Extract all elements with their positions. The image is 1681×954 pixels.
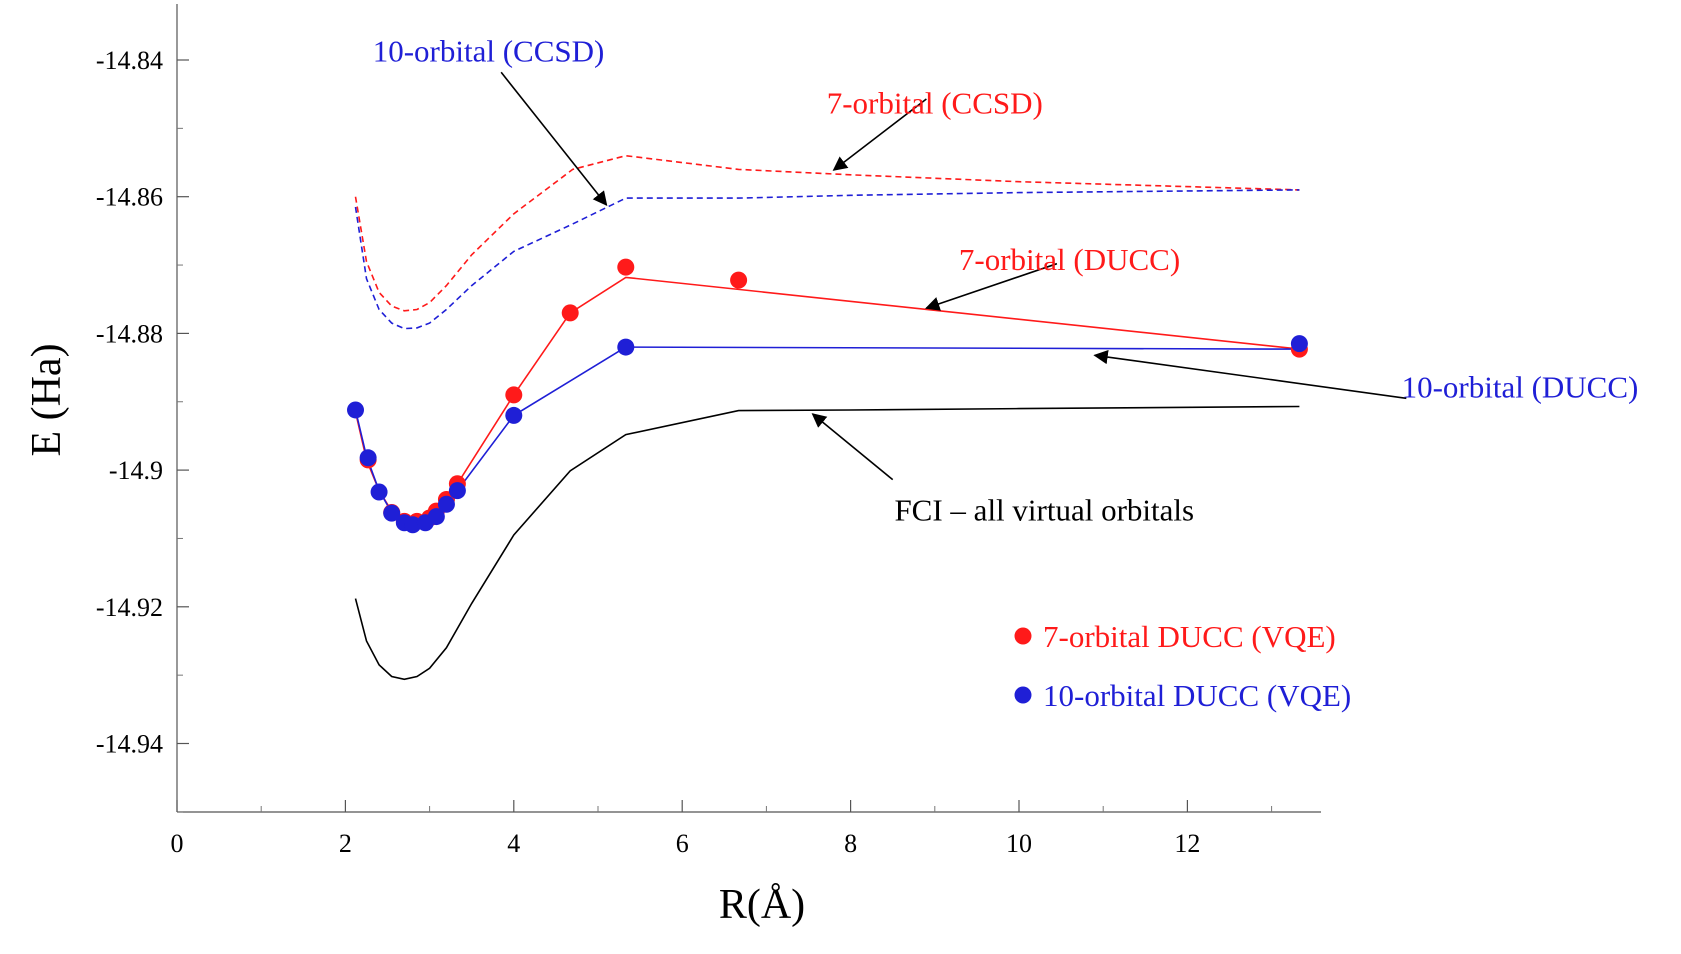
y-tick-label: -14.86 [96,183,163,212]
point-vqe10 [404,516,422,534]
x-tick-label: 2 [339,829,352,858]
arrow-a_ducc7 [925,262,1058,311]
x-tick-label: 0 [171,829,184,858]
line-ducc7 [354,276,1300,523]
annotation-a_ccsd10: 10-orbital (CCSD) [373,33,605,68]
arrow-a_ducc10 [1093,349,1407,400]
x-tick-label: 10 [1006,829,1032,858]
y-tick-label: -14.9 [109,456,163,485]
annotation-a_ccsd7: 7-orbital (CCSD) [827,85,1043,120]
y-tick-label: -14.84 [96,46,163,75]
line-ccsd10 [354,189,1300,330]
arrow-a_ccsd10 [500,71,608,207]
point-vqe10 [383,504,401,522]
y-axis-label: E (Ha) [24,343,70,456]
point-vqe7 [617,258,635,276]
annotations: 10-orbital (CCSD) 7-orbital (CCSD) 7-orbit… [373,33,1639,527]
annotation-a_fci: FCI – all virtual orbitals [894,493,1194,528]
legend-label-vqe7: 7-orbital DUCC (VQE) [1043,619,1336,654]
point-vqe10 [505,406,523,424]
point-vqe10 [617,338,635,356]
x-tick-label: 12 [1174,829,1200,858]
point-vqe10 [448,482,466,500]
annotation-a_ducc10: 10-orbital (DUCC) [1402,370,1639,405]
x-tick-label: 6 [676,829,689,858]
point-vqe10 [427,508,445,526]
point-vqe10 [359,449,377,467]
x-tick-label: 8 [844,829,857,858]
axes: -14.84 -14.86 -14.88 -14.9 -14.92 -14.94 0 2 4 6 8… [24,4,1321,928]
legend: 7-orbital DUCC (VQE) 10-orbital DUCC (VQE… [1014,619,1351,713]
line-ccsd7 [354,154,1300,312]
point-vqe10 [1290,335,1308,353]
point-vqe7 [561,304,579,322]
y-tick-label: -14.92 [96,593,163,622]
point-vqe10 [347,401,365,419]
y-tick-label: -14.94 [96,730,163,759]
point-vqe7 [505,386,523,404]
annotation-a_ducc7: 7-orbital (DUCC) [959,242,1180,277]
point-vqe10 [437,495,455,513]
series-layer [354,154,1300,681]
arrow-a_ccsd7 [832,98,927,171]
arrow-a_fci [811,413,894,481]
legend-marker-vqe7 [1014,627,1032,645]
point-vqe10 [370,483,388,501]
x-axis-label: R(Å) [719,882,805,928]
line-fci [354,405,1300,681]
x-tick-label: 4 [507,829,520,858]
point-vqe7 [730,271,748,289]
legend-label-vqe10: 10-orbital DUCC (VQE) [1043,678,1351,713]
legend-marker-vqe10 [1014,686,1032,704]
marker-layer [347,258,1308,534]
y-tick-label: -14.88 [96,319,163,348]
